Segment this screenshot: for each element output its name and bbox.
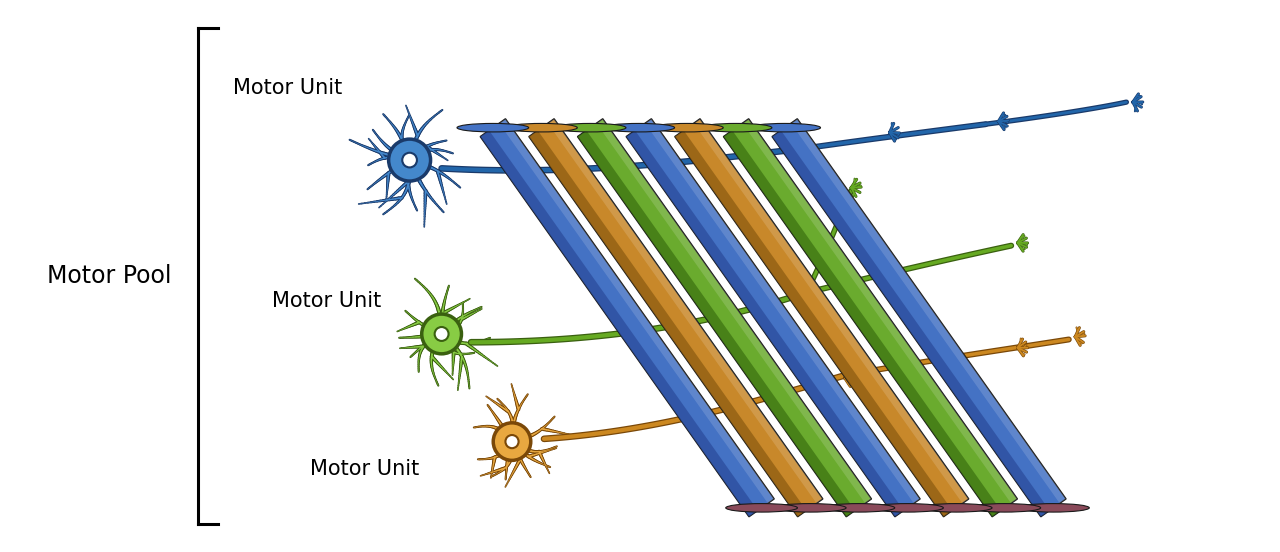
Text: Motor Unit: Motor Unit: [271, 291, 381, 311]
Ellipse shape: [920, 503, 992, 512]
Polygon shape: [791, 119, 1066, 503]
Polygon shape: [626, 130, 904, 517]
Polygon shape: [772, 130, 1050, 517]
Ellipse shape: [506, 435, 518, 448]
Ellipse shape: [726, 503, 797, 512]
Ellipse shape: [389, 139, 430, 181]
Text: Motor Unit: Motor Unit: [310, 459, 420, 479]
Polygon shape: [548, 119, 823, 503]
Ellipse shape: [700, 124, 772, 132]
Ellipse shape: [435, 327, 448, 341]
Polygon shape: [480, 119, 774, 517]
Text: Motor Pool: Motor Pool: [46, 264, 172, 288]
Ellipse shape: [506, 124, 577, 132]
Polygon shape: [694, 119, 969, 503]
Ellipse shape: [749, 124, 820, 132]
Ellipse shape: [421, 314, 462, 354]
Ellipse shape: [969, 503, 1041, 512]
Polygon shape: [723, 119, 1018, 517]
Polygon shape: [772, 119, 1066, 517]
Polygon shape: [529, 130, 806, 517]
Polygon shape: [596, 119, 872, 503]
Ellipse shape: [457, 124, 529, 132]
Polygon shape: [480, 130, 758, 517]
Ellipse shape: [823, 503, 895, 512]
Polygon shape: [499, 119, 774, 503]
Polygon shape: [675, 119, 969, 517]
Ellipse shape: [554, 124, 626, 132]
Polygon shape: [675, 130, 952, 517]
Ellipse shape: [652, 124, 723, 132]
Polygon shape: [626, 119, 920, 517]
Ellipse shape: [774, 503, 846, 512]
Ellipse shape: [493, 423, 531, 460]
Polygon shape: [723, 130, 1001, 517]
Ellipse shape: [603, 124, 675, 132]
Ellipse shape: [1018, 503, 1089, 512]
Polygon shape: [645, 119, 920, 503]
Polygon shape: [577, 130, 855, 517]
Polygon shape: [529, 119, 823, 517]
Text: Motor Unit: Motor Unit: [233, 78, 343, 98]
Polygon shape: [742, 119, 1018, 503]
Ellipse shape: [402, 153, 417, 167]
Ellipse shape: [872, 503, 943, 512]
Polygon shape: [577, 119, 872, 517]
